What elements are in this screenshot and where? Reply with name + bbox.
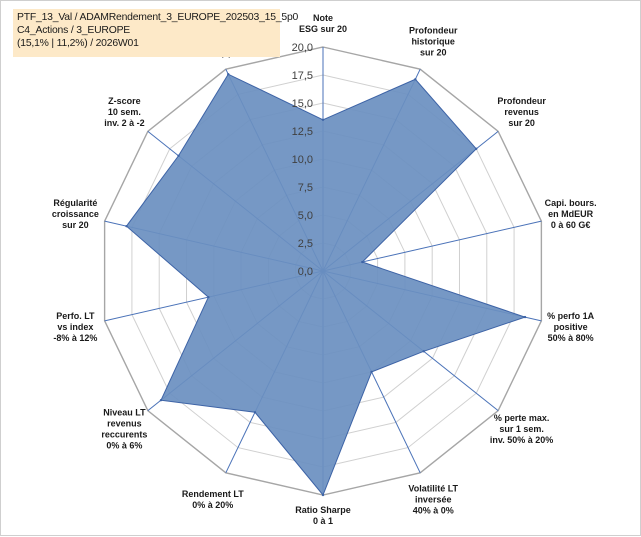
axis-label: -8% à 12% xyxy=(53,333,97,343)
series-point xyxy=(321,493,325,497)
series-point xyxy=(207,295,210,299)
axis-label: Niveau LT xyxy=(103,407,146,417)
axis-label: 0% à 20% xyxy=(192,500,233,510)
series-point xyxy=(177,154,180,157)
axis-label: sur 20 xyxy=(420,48,447,58)
chart-title-box: PTF_13_Val / ADAMRendement_3_EUROPE_2025… xyxy=(13,9,299,57)
axis-label: sur 20 xyxy=(62,220,89,230)
axis-label: Ratio Sharpe xyxy=(295,505,351,515)
axis-label: vs index xyxy=(57,322,93,332)
tick-label: 20,0 xyxy=(292,42,313,54)
axis-label: 40% à 0% xyxy=(413,505,454,515)
axis-label: 0% à 6% xyxy=(106,440,142,450)
tick-label: 10,0 xyxy=(292,154,313,166)
axis-label-group: Rendement LT0% à 20% xyxy=(182,489,244,510)
axis-label: % perfo 1A xyxy=(547,311,595,321)
axis-label: Profondeur xyxy=(497,96,546,106)
axis-label: Volatilité LT xyxy=(408,483,458,493)
series-point xyxy=(475,147,478,150)
axis-label: croissance xyxy=(52,209,99,219)
axis-label: inversée xyxy=(415,494,452,504)
series-point xyxy=(370,370,373,374)
axis-label: Régularité xyxy=(53,198,97,208)
tick-label: 7,5 xyxy=(298,182,313,194)
axis-label: 0 à 1 xyxy=(313,516,333,526)
series-point xyxy=(414,78,417,81)
axis-label: historique xyxy=(411,37,455,47)
axis-label: en MdEUR xyxy=(548,209,594,219)
tick-label: 0,0 xyxy=(298,266,313,278)
radar-series xyxy=(125,73,527,497)
axis-label: inv. 2 à -2 xyxy=(104,118,144,128)
axis-label: Rendement LT xyxy=(182,489,244,499)
series-point xyxy=(227,73,230,76)
series-point xyxy=(523,315,527,319)
tick-label: 17,5 xyxy=(292,70,313,82)
axis-label: ESG sur 20 xyxy=(299,24,347,34)
radial-tick-labels: 0,0 2,5 5,0 7,5 10,0 12,5 15,0 17,5 20,0 xyxy=(292,42,313,278)
axis-label: 0 à 60 G€ xyxy=(551,220,591,230)
axis-label: sur 1 sem. xyxy=(499,424,544,434)
tick-label: 2,5 xyxy=(298,238,313,250)
series-point xyxy=(361,260,364,264)
axis-label: 10 sem. xyxy=(108,107,141,117)
series-point xyxy=(253,411,257,414)
axis-label: Profondeur xyxy=(409,26,458,36)
axis-label: 50% à 80% xyxy=(548,333,594,343)
title-line-1: PTF_13_Val / ADAMRendement_3_EUROPE_2025… xyxy=(17,12,299,23)
axis-label: revenus xyxy=(504,107,539,117)
tick-label: 12,5 xyxy=(292,126,313,138)
tick-label: 5,0 xyxy=(298,210,313,222)
axis-label: reccurents xyxy=(101,429,147,439)
series-point xyxy=(422,350,425,353)
series-point xyxy=(159,398,163,402)
series-point xyxy=(125,224,128,228)
axis-label: Z-score xyxy=(108,96,141,106)
axis-label: % perte max. xyxy=(494,413,550,423)
axis-label: Note xyxy=(313,13,333,23)
title-line-2: C4_Actions / 3_EUROPE xyxy=(17,25,131,36)
tick-label: 15,0 xyxy=(292,98,313,110)
title-line-3: (15,1% | 11,2%) / 2026W01 xyxy=(17,38,139,49)
axis-label: positive xyxy=(554,322,588,332)
axis-label-group: % perte max.sur 1 sem.inv. 50% à 20% xyxy=(490,413,553,445)
axis-label: inv. 50% à 20% xyxy=(490,435,553,445)
axis-label: Perfo. LT xyxy=(56,311,95,321)
axis-label: Capi. bours. xyxy=(545,198,597,208)
series-point xyxy=(321,118,325,122)
axis-label: sur 20 xyxy=(508,118,535,128)
axis-label: revenus xyxy=(107,418,142,428)
